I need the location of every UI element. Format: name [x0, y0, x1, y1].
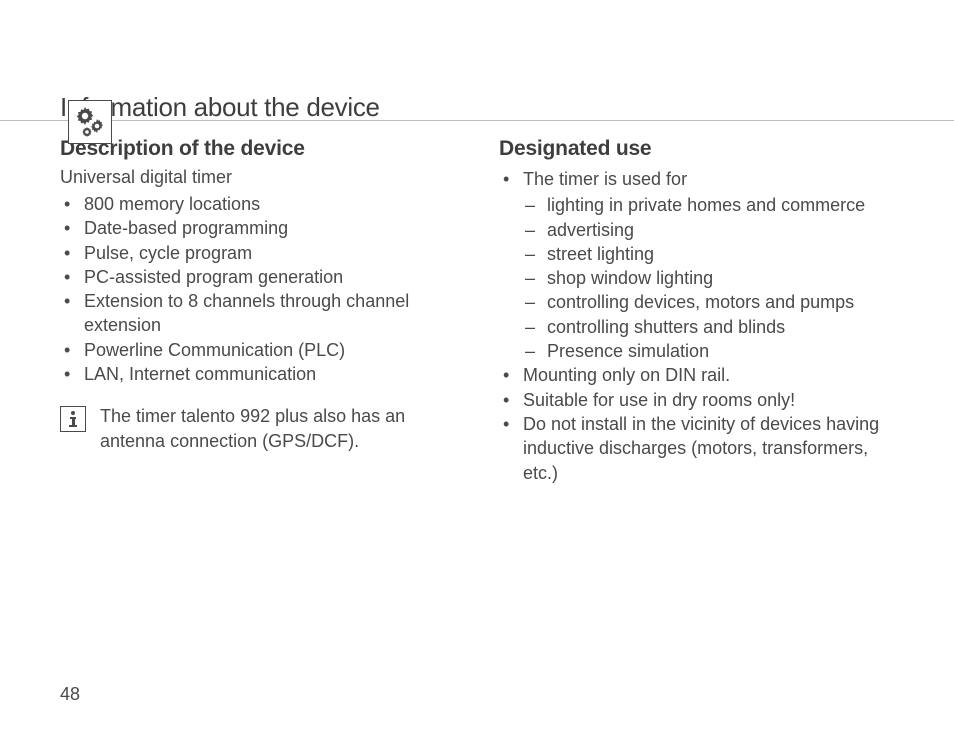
- list-item: Mounting only on DIN rail.: [499, 363, 894, 387]
- list-item: Pulse, cycle program: [60, 241, 455, 265]
- left-bullet-list: 800 memory locations Date-based programm…: [60, 192, 455, 386]
- list-item: Presence simulation: [523, 339, 894, 363]
- right-column: Designated use The timer is used for lig…: [499, 137, 894, 485]
- list-item: advertising: [523, 218, 894, 242]
- list-item: PC-assisted program generation: [60, 265, 455, 289]
- top-rule: [0, 120, 954, 121]
- list-item: The timer is used for lighting in privat…: [499, 167, 894, 363]
- gears-icon: [68, 100, 112, 144]
- list-item: controlling shutters and blinds: [523, 315, 894, 339]
- list-item: controlling devices, motors and pumps: [523, 290, 894, 314]
- list-item: Powerline Communication (PLC): [60, 338, 455, 362]
- page-number: 48: [60, 684, 80, 705]
- list-item: lighting in private homes and commerce: [523, 193, 894, 217]
- gears-icon-svg: [73, 105, 107, 139]
- left-column: Description of the device Universal digi…: [60, 137, 455, 485]
- right-heading: Designated use: [499, 137, 894, 161]
- right-sub-list: lighting in private homes and commerce a…: [523, 193, 894, 363]
- right-bullet-list: The timer is used for lighting in privat…: [499, 167, 894, 485]
- list-item: 800 memory locations: [60, 192, 455, 216]
- page-title: Information about the device: [60, 92, 894, 123]
- document-page: Information about the device Description…: [0, 92, 954, 741]
- list-item: Do not install in the vicinity of device…: [499, 412, 894, 485]
- info-icon-svg: [66, 410, 80, 428]
- left-heading: Description of the device: [60, 137, 455, 161]
- list-item: LAN, Internet communication: [60, 362, 455, 386]
- list-item: Suitable for use in dry rooms only!: [499, 388, 894, 412]
- info-note-text: The timer talento 992 plus also has an a…: [100, 404, 430, 453]
- list-item: shop window lighting: [523, 266, 894, 290]
- info-icon: [60, 406, 86, 432]
- list-item-text: The timer is used for: [523, 169, 687, 189]
- content-columns: Description of the device Universal digi…: [60, 137, 894, 485]
- list-item: Date-based programming: [60, 216, 455, 240]
- list-item: Extension to 8 channels through channel …: [60, 289, 455, 338]
- list-item: street lighting: [523, 242, 894, 266]
- info-note: The timer talento 992 plus also has an a…: [60, 404, 455, 453]
- left-subtitle: Universal digital timer: [60, 167, 455, 188]
